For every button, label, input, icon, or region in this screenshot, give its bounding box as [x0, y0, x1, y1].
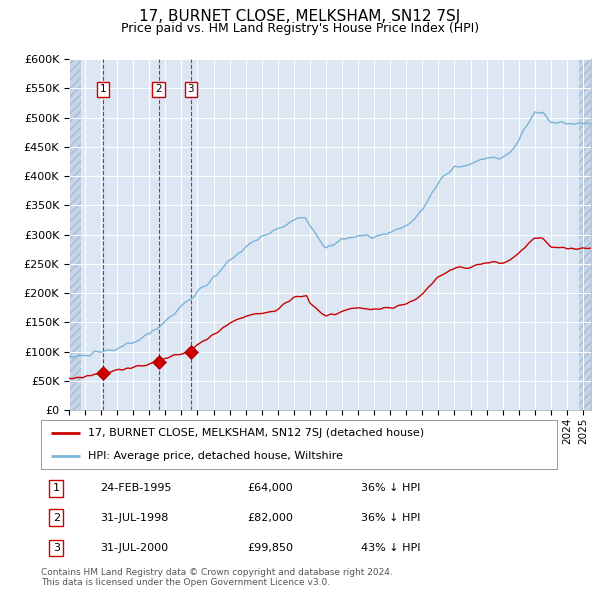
Text: £99,850: £99,850: [247, 543, 293, 553]
Text: 17, BURNET CLOSE, MELKSHAM, SN12 7SJ: 17, BURNET CLOSE, MELKSHAM, SN12 7SJ: [139, 9, 461, 24]
Text: 36% ↓ HPI: 36% ↓ HPI: [361, 483, 420, 493]
Text: 3: 3: [187, 84, 194, 94]
Text: 2: 2: [155, 84, 162, 94]
Text: HPI: Average price, detached house, Wiltshire: HPI: Average price, detached house, Wilt…: [88, 451, 343, 461]
Text: 36% ↓ HPI: 36% ↓ HPI: [361, 513, 420, 523]
Text: £64,000: £64,000: [247, 483, 293, 493]
Text: Contains HM Land Registry data © Crown copyright and database right 2024.
This d: Contains HM Land Registry data © Crown c…: [41, 568, 392, 587]
Text: Price paid vs. HM Land Registry's House Price Index (HPI): Price paid vs. HM Land Registry's House …: [121, 22, 479, 35]
Bar: [69, 59, 81, 410]
Text: 31-JUL-2000: 31-JUL-2000: [100, 543, 168, 553]
Text: £82,000: £82,000: [247, 513, 293, 523]
Text: 24-FEB-1995: 24-FEB-1995: [100, 483, 172, 493]
Text: 2: 2: [53, 513, 60, 523]
Text: 43% ↓ HPI: 43% ↓ HPI: [361, 543, 420, 553]
Text: 1: 1: [53, 483, 60, 493]
Text: 17, BURNET CLOSE, MELKSHAM, SN12 7SJ (detached house): 17, BURNET CLOSE, MELKSHAM, SN12 7SJ (de…: [88, 428, 424, 438]
Text: 3: 3: [53, 543, 60, 553]
Text: 31-JUL-1998: 31-JUL-1998: [100, 513, 169, 523]
Bar: [579, 59, 591, 410]
Text: 1: 1: [100, 84, 107, 94]
